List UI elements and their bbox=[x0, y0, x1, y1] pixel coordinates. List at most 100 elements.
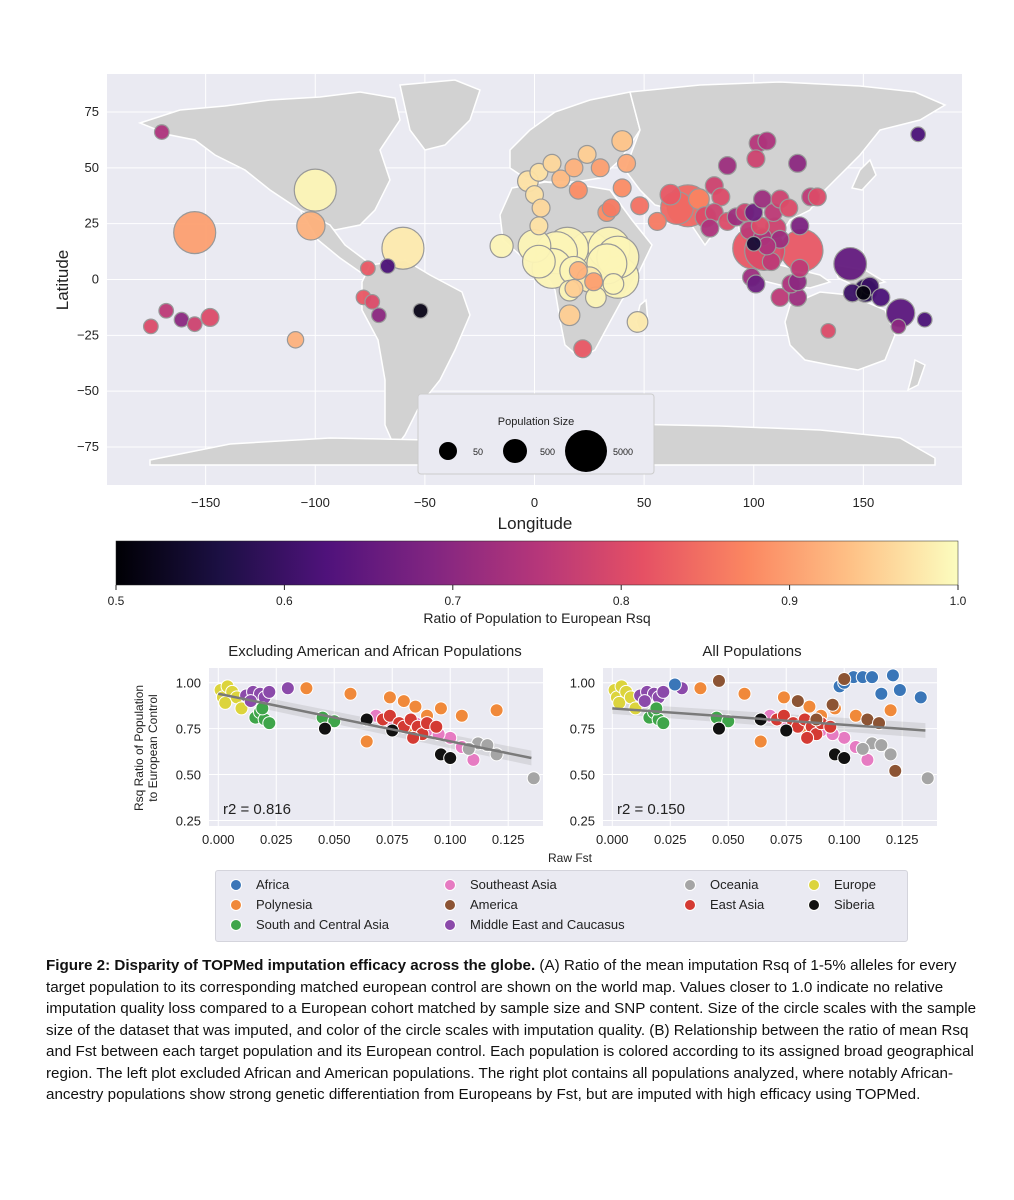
population-bubble bbox=[296, 211, 326, 241]
population-bubble bbox=[647, 211, 667, 231]
map-y-tick-label: −50 bbox=[77, 383, 99, 398]
legend-label: Oceania bbox=[710, 877, 759, 892]
map-y-axis-label: Latitude bbox=[53, 250, 72, 311]
legend-label: Middle East and Caucasus bbox=[470, 917, 625, 932]
scatter-x-tick-label: 0.025 bbox=[260, 832, 293, 847]
population-bubble bbox=[529, 216, 549, 236]
population-bubble bbox=[521, 244, 556, 279]
scatter-point bbox=[454, 708, 469, 723]
population-bubble bbox=[761, 252, 781, 272]
colorbar-tick-label: 0.8 bbox=[613, 594, 630, 608]
colorbar: 0.5 0.6 0.7 0.8 0.9 1.0 Ratio of Population t… bbox=[108, 540, 967, 626]
scatter-x-axis-label: Raw Fst bbox=[548, 851, 593, 865]
legend-label: East Asia bbox=[710, 897, 765, 912]
legend-item: Middle East and Caucasus bbox=[444, 916, 625, 934]
population-bubble bbox=[412, 302, 429, 319]
population-bubble bbox=[153, 124, 170, 140]
population-bubble bbox=[746, 274, 766, 294]
scatter-point bbox=[779, 723, 794, 738]
population-bubble bbox=[286, 331, 305, 349]
map-y-tick-label: 0 bbox=[92, 272, 99, 287]
scatter-point bbox=[753, 734, 768, 749]
population-bubble bbox=[564, 278, 584, 298]
population-bubble bbox=[744, 202, 764, 223]
scatter-x-tick-label: 0.000 bbox=[596, 832, 629, 847]
scatter-point bbox=[888, 763, 903, 778]
population-bubble bbox=[611, 130, 634, 152]
scatter-point bbox=[855, 741, 870, 756]
population-bubbles bbox=[142, 124, 933, 359]
scatter-y-tick-label: 0.75 bbox=[570, 722, 595, 737]
land-greenland bbox=[399, 79, 481, 151]
scatter-point bbox=[848, 708, 863, 723]
population-bubble bbox=[612, 178, 632, 198]
population-bubble bbox=[293, 168, 337, 212]
population-bubble bbox=[379, 258, 396, 274]
scatter-point bbox=[883, 703, 898, 718]
scatter-left-title: Excluding American and African Populatio… bbox=[228, 643, 522, 660]
r2-annotation: r2 = 0.150 bbox=[617, 801, 685, 818]
legend-marker bbox=[444, 878, 456, 891]
scatter-y-tick-label: 0.50 bbox=[570, 768, 595, 783]
scatter-x-tick-label: 0.050 bbox=[712, 832, 745, 847]
scatter-x-tick-label: 0.100 bbox=[828, 832, 861, 847]
population-bubble bbox=[602, 273, 625, 295]
population-bubble bbox=[142, 318, 159, 335]
land-japan bbox=[850, 158, 877, 191]
size-legend-circle-large bbox=[565, 430, 607, 472]
population-bubble bbox=[173, 311, 190, 328]
population-bubble bbox=[531, 198, 551, 218]
population-bubble bbox=[542, 153, 562, 173]
scatter-point bbox=[489, 703, 504, 718]
legend-marker bbox=[808, 898, 820, 911]
colorbar-tick-label: 1.0 bbox=[950, 594, 967, 608]
population-bubble bbox=[779, 198, 799, 218]
scatter-x-tick-label: 0.125 bbox=[492, 832, 525, 847]
scatter-y-axis-label-line1: Rsq Ratio of Population bbox=[132, 685, 146, 811]
map-x-tick-label: 0 bbox=[531, 495, 538, 510]
scatter-y-tick-label: 1.00 bbox=[570, 676, 595, 691]
map-y-tick-label: 25 bbox=[85, 216, 99, 231]
scatter-point bbox=[359, 734, 374, 749]
scatter-point bbox=[262, 684, 277, 699]
map-x-tick-label: −150 bbox=[191, 495, 220, 510]
population-bubble bbox=[630, 196, 650, 216]
scatter-point bbox=[837, 672, 852, 687]
scatter-point bbox=[825, 697, 840, 712]
population-bubble bbox=[757, 131, 777, 151]
scatter-point bbox=[920, 771, 935, 786]
colorbar-tick-label: 0.6 bbox=[276, 594, 293, 608]
population-bubble bbox=[564, 158, 584, 178]
legend-item: America bbox=[444, 896, 518, 914]
population-bubble bbox=[529, 162, 549, 182]
colorbar-tick-label: 0.5 bbox=[108, 594, 125, 608]
scatter-point bbox=[711, 721, 726, 736]
scatter-point bbox=[790, 694, 805, 709]
scatter-point bbox=[776, 690, 791, 705]
population-bubble bbox=[746, 149, 766, 169]
scatter-point bbox=[262, 716, 277, 731]
population-bubble bbox=[916, 311, 933, 328]
legend-label: Southeast Asia bbox=[470, 877, 557, 892]
population-bubble bbox=[855, 285, 872, 301]
population-bubble bbox=[745, 235, 762, 252]
scatter-point bbox=[860, 712, 875, 727]
scatter-left-plot: 0.000 0.025 0.050 0.075 0.100 0.125 1.00 0.75 0.… bbox=[176, 668, 543, 847]
population-bubble bbox=[871, 287, 891, 307]
scatter-point bbox=[711, 673, 726, 688]
fst-scatter-panels: 0.000 0.025 0.050 0.075 0.100 0.125 1.00 0.75 0.… bbox=[132, 643, 937, 865]
size-legend-label-small: 50 bbox=[473, 447, 483, 457]
scatter-point bbox=[667, 677, 682, 692]
scatter-x-tick-label: 0.075 bbox=[376, 832, 409, 847]
population-bubble bbox=[364, 293, 381, 310]
population-bubble bbox=[568, 180, 588, 200]
scatter-point bbox=[802, 699, 817, 714]
scatter-point bbox=[885, 668, 900, 683]
legend-item: South and Central Asia bbox=[230, 916, 389, 934]
scatter-right-title: All Populations bbox=[702, 643, 801, 660]
scatter-point bbox=[913, 690, 928, 705]
legend-item: Polynesia bbox=[230, 896, 312, 914]
scatter-point bbox=[317, 721, 332, 736]
population-bubble bbox=[659, 183, 682, 206]
population-bubble bbox=[890, 318, 907, 335]
